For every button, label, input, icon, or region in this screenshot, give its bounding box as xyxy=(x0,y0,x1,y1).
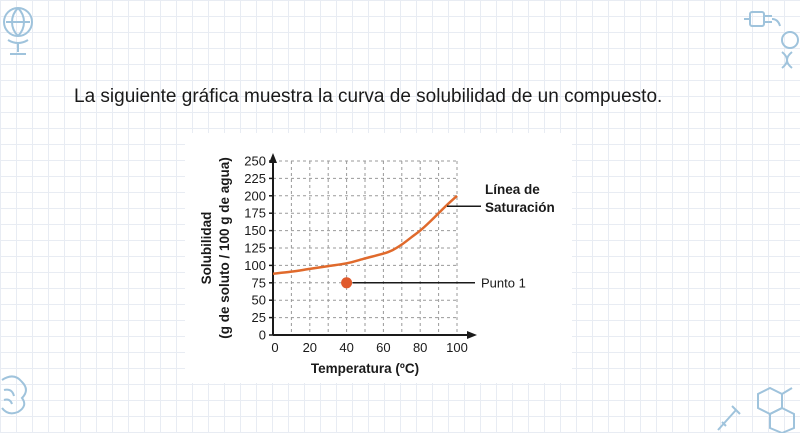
y-tick-label: 225 xyxy=(244,171,266,186)
saturation-label-line2: Saturación xyxy=(485,200,555,215)
solubility-chart: 0 25 50 75 100 125 150 175 200 225 250 0 20 40 60 80 100… xyxy=(199,153,555,376)
y-tick-label: 0 xyxy=(259,328,266,343)
syringe-icon xyxy=(717,405,741,431)
punto-1-label: Punto 1 xyxy=(481,275,526,290)
saturation-label-line1: Línea de xyxy=(485,182,540,197)
x-tick-label: 0 xyxy=(271,340,278,355)
y-tick-label: 175 xyxy=(244,206,266,221)
slide-text: La siguiente gráfica muestra la curva de… xyxy=(74,86,663,107)
x-tick-label: 80 xyxy=(413,340,427,355)
chart-ticks: 0 25 50 75 100 125 150 175 200 225 250 0 20 40 60 80 100 xyxy=(244,154,468,356)
y-tick-label: 25 xyxy=(252,310,266,325)
brain-icon xyxy=(1,375,27,415)
saturation-curve xyxy=(272,194,458,275)
y-axis-label: Solubilidad xyxy=(199,212,214,285)
plug-icon xyxy=(744,11,781,27)
x-axis-arrow xyxy=(467,331,477,339)
dna-icon xyxy=(781,31,799,69)
chart-grid xyxy=(273,160,458,335)
molecule-icon xyxy=(757,386,795,433)
globe-icon xyxy=(3,7,33,55)
x-tick-label: 60 xyxy=(376,340,390,355)
x-tick-label: 100 xyxy=(446,340,468,355)
chart-card: 0 25 50 75 100 125 150 175 200 225 250 0 20 40 60 80 100… xyxy=(185,133,572,383)
y-tick-label: 100 xyxy=(244,258,266,273)
x-axis-label: Temperatura (ºC) xyxy=(311,361,419,376)
y-tick-label: 150 xyxy=(244,223,266,238)
y-tick-label: 125 xyxy=(244,241,266,256)
y-axis-label-units: (g de soluto / 100 g de agua) xyxy=(217,157,232,339)
y-tick-label: 250 xyxy=(244,154,266,169)
punto-1-marker xyxy=(341,277,353,289)
y-tick-label: 75 xyxy=(252,275,266,290)
y-tick-label: 200 xyxy=(244,188,266,203)
y-tick-label: 50 xyxy=(252,293,266,308)
chart-axes xyxy=(269,153,477,339)
x-tick-label: 20 xyxy=(303,340,317,355)
x-tick-label: 40 xyxy=(339,340,353,355)
